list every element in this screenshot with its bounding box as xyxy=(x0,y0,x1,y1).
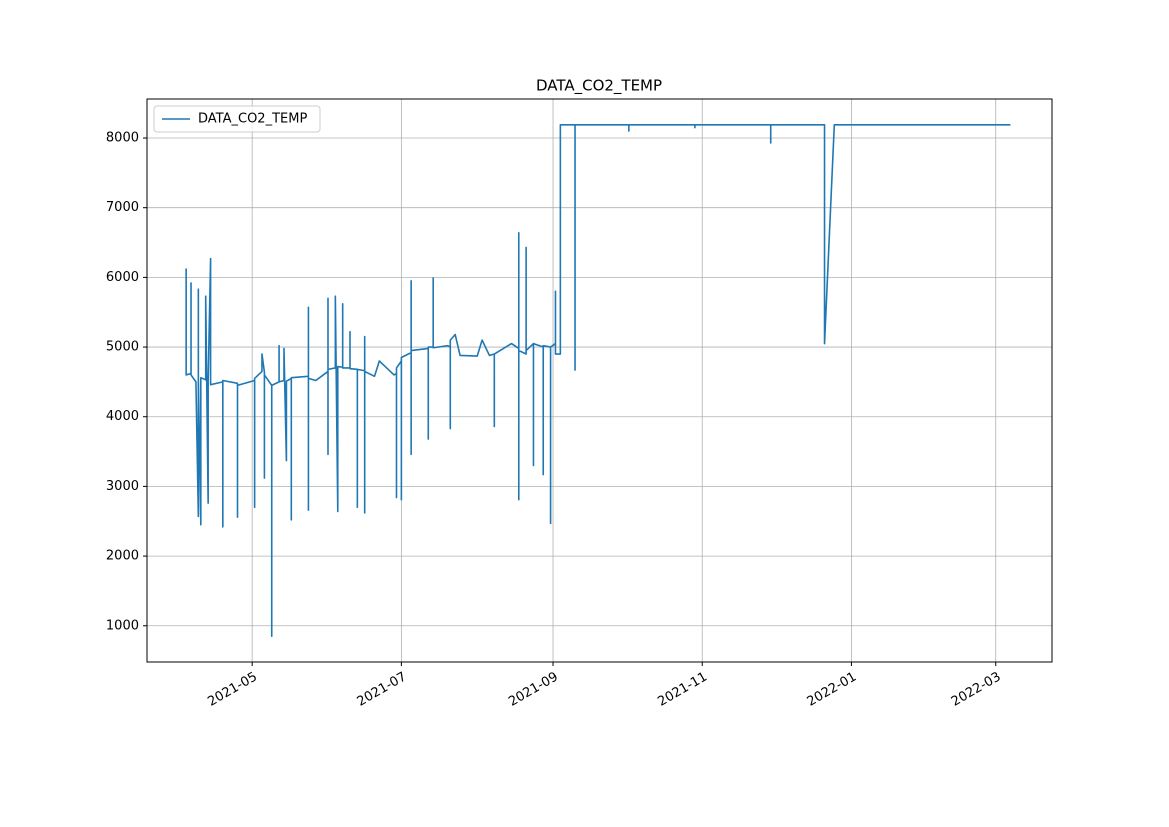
y-tick-label: 5000 xyxy=(106,340,139,355)
x-tick-label: 2021-09 xyxy=(506,670,561,710)
x-tick-label: 2022-01 xyxy=(805,670,860,710)
x-tick-label: 2021-05 xyxy=(205,670,260,710)
legend-label: DATA_CO2_TEMP xyxy=(198,112,307,127)
y-tick-label: 3000 xyxy=(106,479,139,494)
y-tick-label: 4000 xyxy=(106,409,139,424)
x-tick-label: 2021-07 xyxy=(355,670,410,710)
chart-title: DATA_CO2_TEMP xyxy=(536,77,662,96)
y-tick-label: 2000 xyxy=(106,549,139,564)
data-line xyxy=(185,123,1011,638)
y-tick-label: 6000 xyxy=(106,270,139,285)
legend-box xyxy=(153,105,321,133)
y-tick-label: 8000 xyxy=(106,131,139,146)
axes-frame xyxy=(146,98,1053,663)
x-tick-label: 2022-03 xyxy=(949,670,1004,710)
y-tick-label: 1000 xyxy=(106,618,139,633)
legend: DATA_CO2_TEMP xyxy=(153,105,321,133)
y-tick-label: 7000 xyxy=(106,200,139,215)
x-tick-label: 2021-11 xyxy=(655,670,710,710)
